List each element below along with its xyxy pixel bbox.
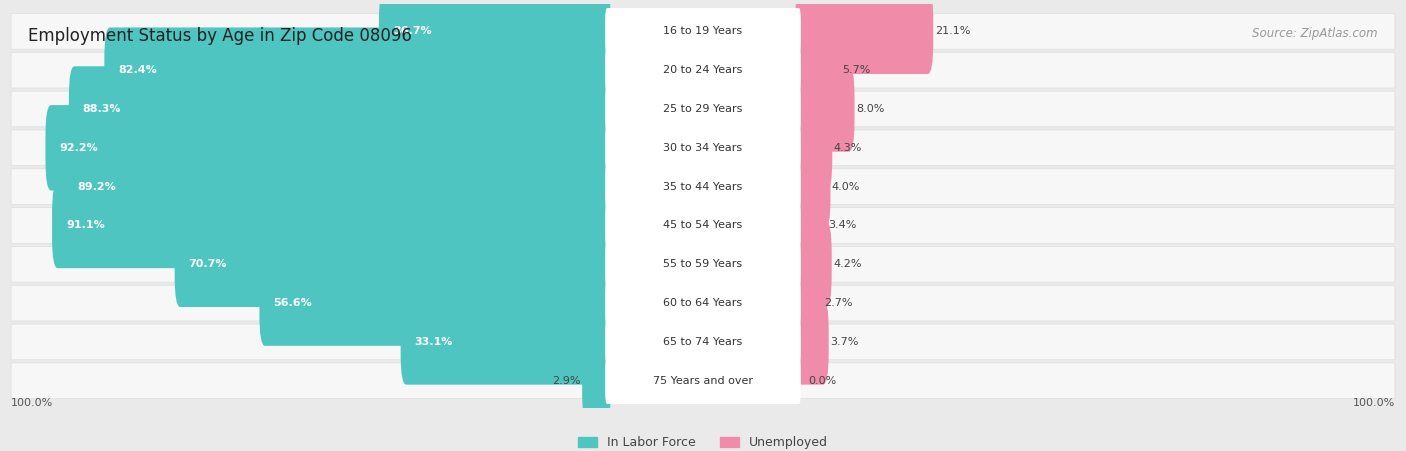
Text: 3.7%: 3.7% [830, 337, 859, 347]
FancyBboxPatch shape [11, 91, 1395, 127]
FancyBboxPatch shape [796, 105, 832, 190]
FancyBboxPatch shape [11, 169, 1395, 204]
FancyBboxPatch shape [11, 324, 1395, 360]
Text: 100.0%: 100.0% [1353, 398, 1395, 408]
Text: 91.1%: 91.1% [66, 221, 105, 230]
FancyBboxPatch shape [11, 246, 1395, 282]
Text: 5.7%: 5.7% [842, 65, 870, 75]
Text: 35 to 44 Years: 35 to 44 Years [664, 182, 742, 192]
Text: 3.4%: 3.4% [828, 221, 856, 230]
Text: 2.9%: 2.9% [553, 376, 581, 386]
Text: 4.0%: 4.0% [832, 182, 860, 192]
FancyBboxPatch shape [796, 28, 841, 113]
Text: 60 to 64 Years: 60 to 64 Years [664, 298, 742, 308]
FancyBboxPatch shape [11, 130, 1395, 166]
Text: 2.7%: 2.7% [824, 298, 852, 308]
Text: 89.2%: 89.2% [77, 182, 117, 192]
Text: 82.4%: 82.4% [118, 65, 157, 75]
FancyBboxPatch shape [69, 66, 610, 152]
FancyBboxPatch shape [605, 47, 801, 93]
Text: 88.3%: 88.3% [83, 104, 121, 114]
FancyBboxPatch shape [11, 14, 1395, 49]
Text: 100.0%: 100.0% [11, 398, 53, 408]
FancyBboxPatch shape [796, 183, 827, 268]
FancyBboxPatch shape [11, 285, 1395, 321]
FancyBboxPatch shape [605, 358, 801, 404]
FancyBboxPatch shape [605, 241, 801, 288]
FancyBboxPatch shape [45, 105, 610, 190]
FancyBboxPatch shape [605, 280, 801, 327]
FancyBboxPatch shape [52, 183, 610, 268]
FancyBboxPatch shape [582, 338, 610, 423]
FancyBboxPatch shape [605, 202, 801, 249]
FancyBboxPatch shape [401, 299, 610, 385]
Text: 92.2%: 92.2% [59, 143, 98, 153]
Legend: In Labor Force, Unemployed: In Labor Force, Unemployed [572, 431, 834, 451]
FancyBboxPatch shape [796, 299, 828, 385]
Text: 70.7%: 70.7% [188, 259, 228, 269]
FancyBboxPatch shape [605, 124, 801, 171]
FancyBboxPatch shape [605, 163, 801, 210]
FancyBboxPatch shape [11, 363, 1395, 399]
FancyBboxPatch shape [380, 0, 610, 74]
Text: 4.2%: 4.2% [834, 259, 862, 269]
Text: 20 to 24 Years: 20 to 24 Years [664, 65, 742, 75]
FancyBboxPatch shape [796, 260, 823, 346]
FancyBboxPatch shape [605, 319, 801, 365]
Text: 55 to 59 Years: 55 to 59 Years [664, 259, 742, 269]
FancyBboxPatch shape [796, 221, 832, 307]
Text: 65 to 74 Years: 65 to 74 Years [664, 337, 742, 347]
FancyBboxPatch shape [260, 260, 610, 346]
Text: Source: ZipAtlas.com: Source: ZipAtlas.com [1253, 27, 1378, 40]
Text: 8.0%: 8.0% [856, 104, 884, 114]
Text: 25 to 29 Years: 25 to 29 Years [664, 104, 742, 114]
Text: 36.7%: 36.7% [394, 26, 432, 37]
FancyBboxPatch shape [796, 0, 934, 74]
Text: 56.6%: 56.6% [273, 298, 312, 308]
Text: 4.3%: 4.3% [834, 143, 862, 153]
FancyBboxPatch shape [11, 52, 1395, 88]
Text: 45 to 54 Years: 45 to 54 Years [664, 221, 742, 230]
Text: 16 to 19 Years: 16 to 19 Years [664, 26, 742, 37]
Text: Employment Status by Age in Zip Code 08096: Employment Status by Age in Zip Code 080… [28, 27, 412, 45]
Text: 75 Years and over: 75 Years and over [652, 376, 754, 386]
Text: 33.1%: 33.1% [415, 337, 453, 347]
FancyBboxPatch shape [605, 8, 801, 55]
FancyBboxPatch shape [11, 207, 1395, 244]
Text: 30 to 34 Years: 30 to 34 Years [664, 143, 742, 153]
FancyBboxPatch shape [796, 144, 831, 230]
Text: 21.1%: 21.1% [935, 26, 970, 37]
FancyBboxPatch shape [104, 28, 610, 113]
FancyBboxPatch shape [63, 144, 610, 230]
FancyBboxPatch shape [174, 221, 610, 307]
FancyBboxPatch shape [796, 66, 855, 152]
FancyBboxPatch shape [605, 86, 801, 132]
Text: 0.0%: 0.0% [808, 376, 837, 386]
